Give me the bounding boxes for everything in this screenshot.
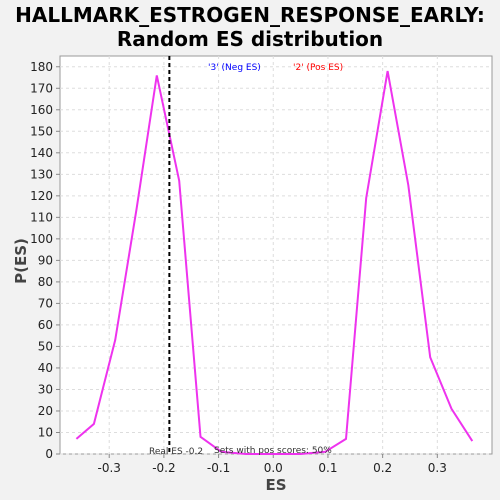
y-tick-label: 30 (38, 382, 53, 396)
neg-es-label: '3' (Neg ES) (208, 63, 261, 73)
chart-title-line2: Random ES distribution (116, 27, 384, 51)
y-tick-label: 170 (30, 81, 53, 95)
y-tick-label: 100 (30, 232, 53, 246)
y-axis-label: P(ES) (12, 238, 30, 284)
plot-area (59, 55, 493, 455)
y-tick-label: 10 (38, 425, 53, 439)
y-tick-label: 70 (38, 296, 53, 310)
y-tick-label: 160 (30, 103, 53, 117)
y-tick-label: 120 (30, 189, 53, 203)
y-tick-label: 140 (30, 146, 53, 160)
pos-scores-label: Sets with pos scores: 50% (214, 446, 332, 456)
pos-es-label: '2' (Pos ES) (293, 63, 343, 73)
series-line (75, 70, 474, 455)
x-tick-label: 0.3 (428, 461, 447, 475)
y-tick-label: 80 (38, 275, 53, 289)
x-tick-label: -0.1 (207, 461, 230, 475)
y-tick-label: 180 (30, 60, 53, 74)
x-tick-label: 0.0 (264, 461, 283, 475)
y-tick-label: 110 (30, 210, 53, 224)
y-tick-label: 40 (38, 361, 53, 375)
y-tick-label: 90 (38, 253, 53, 267)
x-axis-label: ES (265, 476, 286, 494)
x-tick-label: 0.2 (373, 461, 392, 475)
y-tick-label: 0 (45, 447, 53, 461)
y-tick-label: 60 (38, 318, 53, 332)
x-tick-label: -0.2 (152, 461, 175, 475)
y-tick-label: 20 (38, 404, 53, 418)
y-tick-label: 50 (38, 339, 53, 353)
chart-title-line1: HALLMARK_ESTROGEN_RESPONSE_EARLY: (15, 3, 485, 27)
y-tick-label: 130 (30, 167, 53, 181)
x-tick-label: 0.1 (318, 461, 337, 475)
real-es-label: Real ES -0.2 (149, 447, 203, 457)
y-tick-label: 150 (30, 124, 53, 138)
x-tick-label: -0.3 (98, 461, 121, 475)
